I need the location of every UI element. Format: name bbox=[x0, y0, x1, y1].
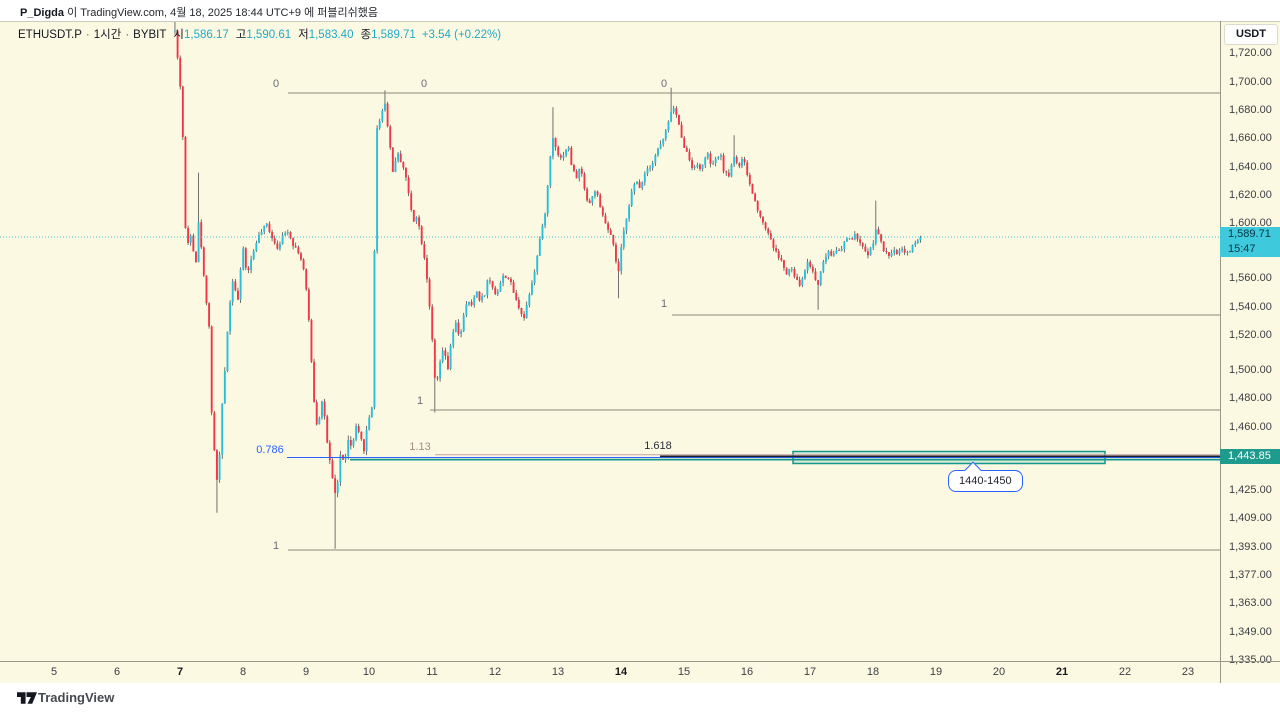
price-tick-label: 1,409.00 bbox=[1229, 512, 1272, 524]
change-value: +3.54 (+0.22%) bbox=[421, 29, 502, 41]
price-axis-border bbox=[1220, 21, 1221, 683]
time-axis-border bbox=[0, 661, 1280, 662]
chart-top-border bbox=[0, 21, 1280, 22]
callout-text: 1440-1450 bbox=[959, 475, 1012, 487]
author-name: P_Digda bbox=[20, 7, 65, 19]
low-value: 저1,583.40 bbox=[298, 29, 354, 41]
current-price: 1,589.71 bbox=[1228, 228, 1271, 240]
fib-level-label[interactable]: 0 bbox=[272, 78, 280, 90]
time-tick-label: 10 bbox=[362, 666, 376, 678]
price-tick-label: 1,393.00 bbox=[1229, 541, 1272, 553]
time-tick-label: 8 bbox=[239, 666, 247, 678]
time-tick-label: 11 bbox=[426, 666, 438, 678]
price-tick-label: 1,640.00 bbox=[1229, 161, 1272, 173]
price-tick-label: 1,700.00 bbox=[1229, 76, 1272, 88]
time-tick-label: 12 bbox=[488, 666, 502, 678]
price-tick-label: 1,377.00 bbox=[1229, 569, 1272, 581]
attribution-text: P_Digda 이 TradingView.com, 4월 18, 2025 1… bbox=[20, 4, 378, 20]
exchange-label: BYBIT bbox=[133, 29, 167, 41]
tradingview-brand[interactable]: TradingView bbox=[38, 690, 115, 705]
time-tick-label: 22 bbox=[1118, 666, 1132, 678]
fib-level-label[interactable]: 0.786 bbox=[256, 444, 284, 456]
price-tick-label: 1,680.00 bbox=[1229, 104, 1272, 116]
time-tick-label: 15 bbox=[677, 666, 691, 678]
fib-level-label[interactable]: 0 bbox=[420, 78, 428, 90]
interval-label: 1시간 bbox=[93, 29, 122, 41]
fib-level-label[interactable]: 1 bbox=[660, 298, 668, 310]
price-tick-label: 1,500.00 bbox=[1229, 364, 1272, 376]
time-tick-label: 18 bbox=[866, 666, 880, 678]
price-tick-label: 1,460.00 bbox=[1229, 421, 1272, 433]
bar-countdown: 15:47 bbox=[1228, 243, 1256, 255]
snapshot-footer: TradingView bbox=[0, 683, 1280, 712]
price-tick-label: 1,720.00 bbox=[1229, 47, 1272, 59]
time-tick-label: 7 bbox=[176, 666, 184, 678]
price-tick-label: 1,660.00 bbox=[1229, 132, 1272, 144]
time-tick-label: 5 bbox=[50, 666, 58, 678]
price-tick-label: 1,480.00 bbox=[1229, 392, 1272, 404]
time-tick-label: 6 bbox=[113, 666, 121, 678]
chart-background bbox=[0, 21, 1280, 683]
publish-info: 이 TradingView.com, 4월 18, 2025 18:44 UTC… bbox=[67, 7, 378, 19]
symbol-name: ETHUSDT.P bbox=[18, 29, 82, 41]
price-tick-label: 1,349.00 bbox=[1229, 626, 1272, 638]
ray-price-badge: 1,443.85 bbox=[1220, 449, 1280, 464]
fib-level-label[interactable]: 1.13 bbox=[409, 441, 431, 453]
time-tick-label: 19 bbox=[929, 666, 943, 678]
time-tick-label: 14 bbox=[614, 666, 628, 678]
current-price-badge: 1,589.71 15:47 bbox=[1220, 227, 1280, 257]
close-value: 종1,589.71 bbox=[360, 29, 416, 41]
price-axis[interactable]: 1,720.00 1,700.00 1,680.00 1,660.00 1,640.00… bbox=[1220, 21, 1280, 683]
time-tick-label: 16 bbox=[740, 666, 754, 678]
time-axis[interactable]: 5 6 7 8 9 10 11 12 13 14 15 16 17 18 19 20 21 22 23 bbox=[0, 662, 1220, 683]
price-tick-label: 1,560.00 bbox=[1229, 272, 1272, 284]
time-tick-label: 23 bbox=[1181, 666, 1195, 678]
price-tick-label: 1,620.00 bbox=[1229, 189, 1272, 201]
currency-toggle-button[interactable]: USDT bbox=[1224, 24, 1278, 45]
time-tick-label: 17 bbox=[803, 666, 817, 678]
fib-level-label[interactable]: 1 bbox=[272, 540, 280, 552]
symbol-legend[interactable]: ETHUSDT.P · 1시간 · BYBIT 시1,586.17 고1,590.61 저1,… bbox=[18, 29, 502, 41]
fib-level-label[interactable]: 1 bbox=[416, 395, 424, 407]
price-tick-label: 1,425.00 bbox=[1229, 484, 1272, 496]
support-zone-callout[interactable]: 1440-1450 bbox=[948, 461, 1023, 492]
attribution-bar: P_Digda 이 TradingView.com, 4월 18, 2025 1… bbox=[0, 0, 1280, 21]
price-tick-label: 1,363.00 bbox=[1229, 597, 1272, 609]
open-value: 시1,586.17 bbox=[173, 29, 229, 41]
time-tick-label: 20 bbox=[992, 666, 1006, 678]
time-tick-label: 9 bbox=[302, 666, 310, 678]
time-tick-label: 21 bbox=[1055, 666, 1069, 678]
price-tick-label: 1,540.00 bbox=[1229, 301, 1272, 313]
fib-level-label[interactable]: 1.618 bbox=[644, 440, 672, 452]
candlestick-series bbox=[174, 22, 922, 549]
price-tick-label: 1,335.00 bbox=[1229, 654, 1272, 666]
time-tick-label: 13 bbox=[551, 666, 565, 678]
tradingview-logo-icon[interactable] bbox=[17, 691, 37, 705]
price-tick-label: 1,520.00 bbox=[1229, 329, 1272, 341]
fib-level-label[interactable]: 0 bbox=[660, 78, 668, 90]
price-tick-label: 1,600.00 bbox=[1229, 217, 1272, 229]
high-value: 고1,590.61 bbox=[235, 29, 292, 41]
